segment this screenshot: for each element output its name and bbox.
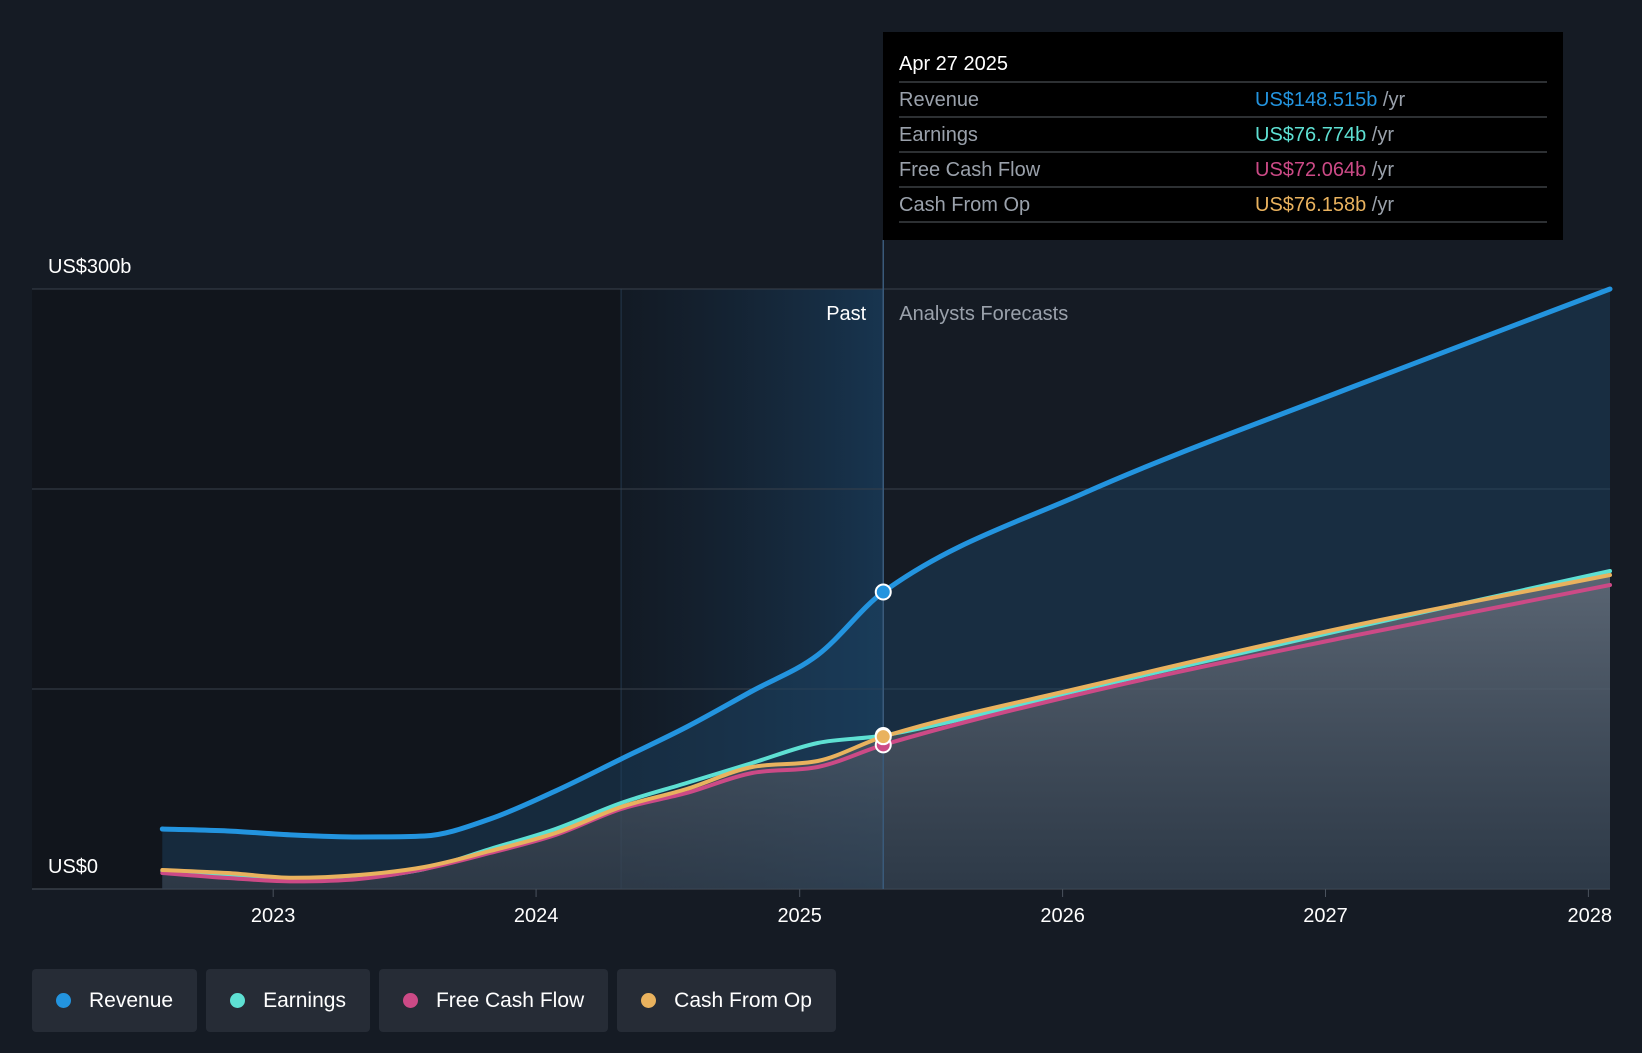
x-tick-label: 2025 — [777, 905, 822, 927]
tooltip-row-label: Earnings — [899, 124, 978, 146]
past-label: Past — [826, 303, 866, 325]
revenue-marker — [874, 583, 892, 601]
x-tick-label: 2027 — [1303, 905, 1348, 927]
revenue-dot-icon — [56, 993, 71, 1008]
x-tick-label: 2023 — [251, 905, 296, 927]
tooltip-row-label: Cash From Op — [899, 194, 1030, 216]
tooltip-date: Apr 27 2025 — [899, 53, 1008, 75]
legend: Revenue Earnings Free Cash Flow Cash Fro… — [32, 969, 836, 1032]
tooltip-row-value: US$72.064b /yr — [1255, 159, 1394, 181]
legend-label: Cash From Op — [674, 988, 812, 1012]
tooltip-row-value: US$76.774b /yr — [1255, 124, 1394, 146]
x-tick-label: 2028 — [1568, 905, 1613, 927]
legend-item-free-cash-flow[interactable]: Free Cash Flow — [378, 969, 609, 1032]
legend-item-revenue[interactable]: Revenue — [32, 969, 198, 1032]
free-cash-flow-dot-icon — [402, 993, 418, 1008]
legend-label: Earnings — [263, 988, 346, 1012]
cash-from-op-marker — [874, 728, 892, 746]
y-axis-min-label: US$0 — [48, 856, 98, 878]
revenue-line — [159, 286, 1613, 840]
free-cash-flow-line — [160, 583, 1612, 884]
y-axis-max-label: US$300b — [48, 256, 131, 278]
legend-item-earnings[interactable]: Earnings — [206, 969, 370, 1032]
tooltip-row-value: US$76.158b /yr — [1255, 194, 1394, 216]
legend-label: Free Cash Flow — [435, 988, 585, 1012]
cash-from-op-dot-icon — [641, 993, 657, 1008]
tooltip-row-label: Free Cash Flow — [899, 159, 1041, 181]
tooltip-box — [883, 32, 1563, 240]
forecast-label: Analysts Forecasts — [899, 303, 1068, 325]
x-tick-label: 2024 — [514, 905, 559, 927]
tooltip-row-value: US$148.515b /yr — [1255, 89, 1405, 111]
legend-label: Revenue — [89, 988, 174, 1012]
earnings-dot-icon — [230, 993, 246, 1008]
legend-item-cash-from-op[interactable]: Cash From Op — [617, 969, 836, 1032]
cash-from-op-line — [160, 573, 1612, 880]
tooltip-row-label: Revenue — [899, 89, 979, 111]
x-tick-label: 2026 — [1040, 905, 1085, 927]
